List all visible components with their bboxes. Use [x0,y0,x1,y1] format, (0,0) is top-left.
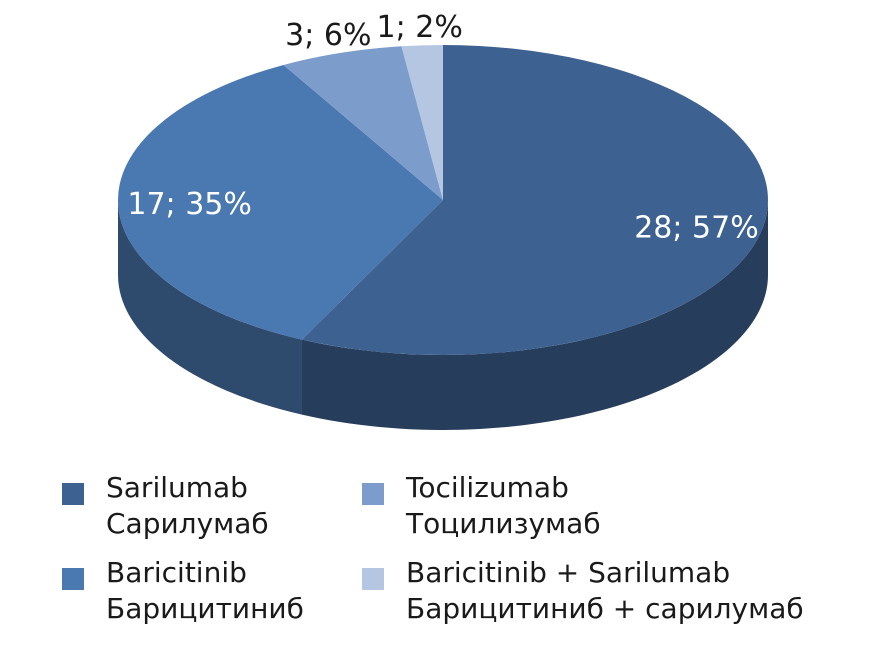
legend-label-combination-ru: Барицитиниб + сарилумаб [406,592,804,625]
legend-label-sarilumab-ru: Сарилумаб [106,507,269,540]
legend-label-sarilumab: Sarilumab [106,471,248,504]
legend-swatch-combination [362,568,384,590]
pie-slice-0 [301,45,769,355]
legend-item-sarilumab: Sarilumab Сарилумаб [62,470,362,555]
legend-swatch-tocilizumab [362,483,384,505]
pie-slice-3 [401,45,443,200]
data-label-2: 3; 6% [285,18,371,53]
pie-slice-1 [118,64,443,340]
legend-label-tocilizumab: Tocilizumab [406,471,569,504]
pie-sides [118,200,768,430]
pie-chart: 28; 57% 17; 35% 3; 6% 1; 2% [118,10,769,430]
data-label-3: 1; 2% [377,10,463,45]
legend-swatch-sarilumab [62,483,84,505]
legend-label-tocilizumab-ru: Тоцилизумаб [406,507,601,540]
legend-label-baricitinib-ru: Барицитиниб [106,592,304,625]
pie-slices [118,45,769,355]
data-label-0: 28; 57% [634,211,759,246]
legend-swatch-baricitinib [62,568,84,590]
legend-label-combination: Baricitinib + Sarilumab [406,556,731,589]
pie-slice-2 [283,46,443,200]
legend: Sarilumab Сарилумаб Tocilizumab Тоцилизу… [62,470,862,640]
data-labels: 28; 57% 17; 35% 3; 6% 1; 2% [127,10,758,246]
pie-side-0 [301,200,768,430]
legend-item-baricitinib: Baricitinib Барицитиниб [62,555,362,640]
legend-label-baricitinib: Baricitinib [106,556,247,589]
data-label-1: 17; 35% [127,187,252,222]
legend-item-tocilizumab: Tocilizumab Тоцилизумаб [362,470,832,555]
pie-side-1 [118,200,302,415]
legend-item-combination: Baricitinib + Sarilumab Барицитиниб + са… [362,555,832,640]
